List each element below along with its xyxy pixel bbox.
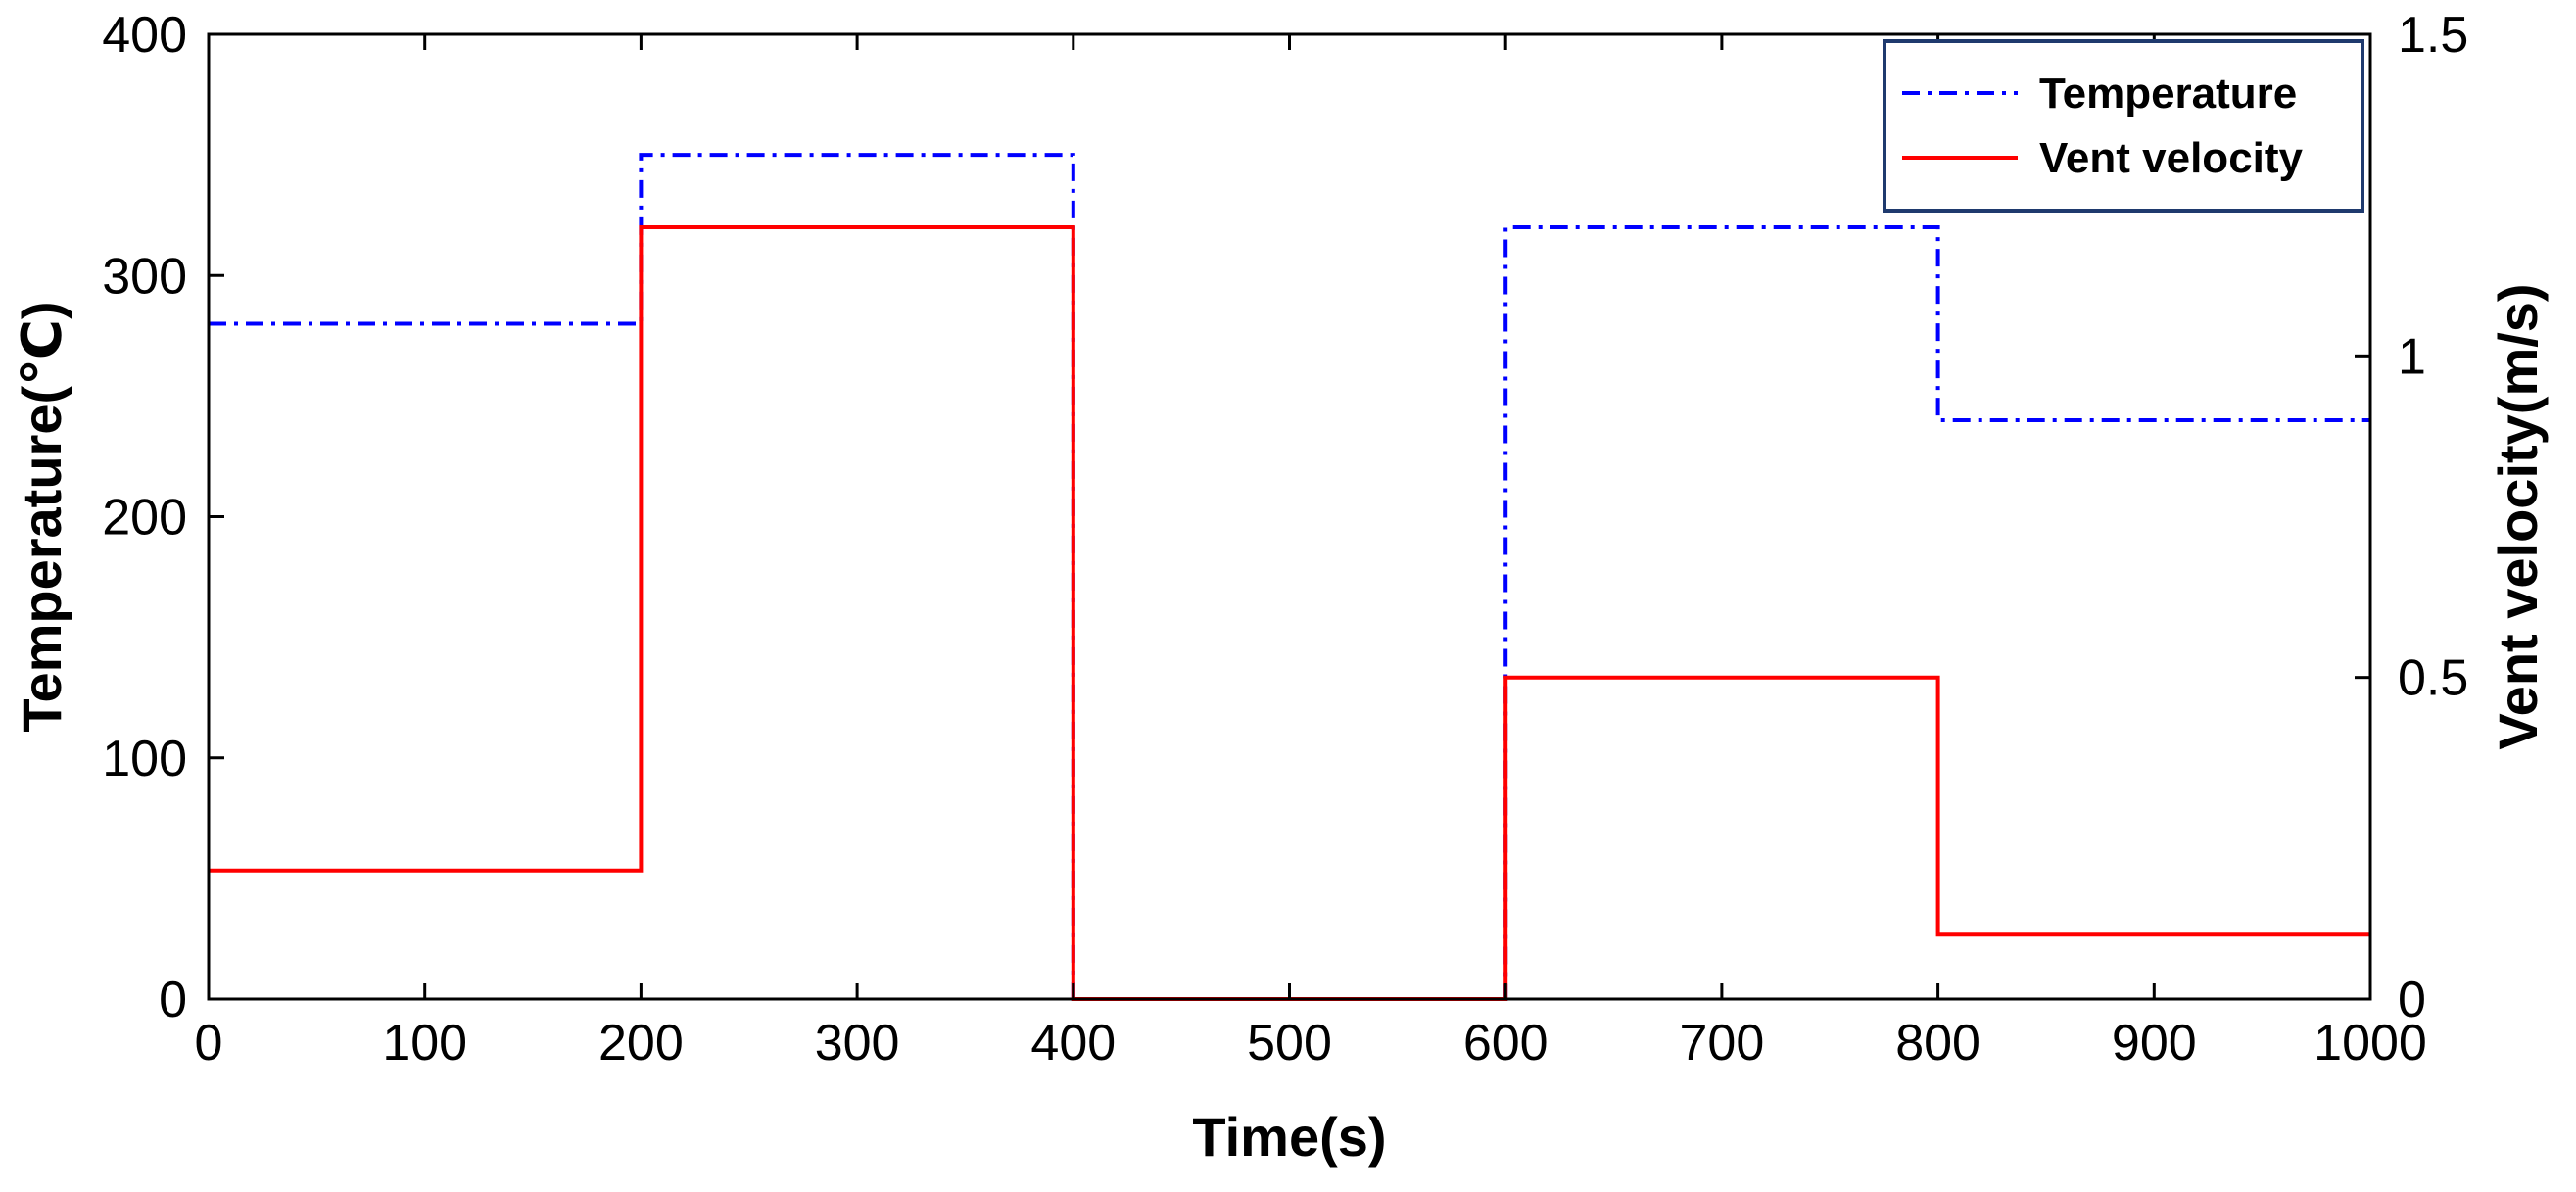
x-tick-label: 400 (1030, 1015, 1116, 1072)
y-right-tick-label: 1 (2398, 328, 2426, 385)
legend-label-vent-velocity: Vent velocity (2039, 134, 2304, 182)
legend-box (1883, 39, 2364, 213)
x-axis-title: Time(s) (1192, 1106, 1386, 1168)
x-tick-label: 200 (598, 1015, 684, 1072)
y-left-tick-label: 400 (102, 7, 187, 64)
y-right-tick-label: 1.5 (2398, 7, 2468, 64)
x-tick-label: 600 (1463, 1015, 1549, 1072)
y-right-tick-label: 0.5 (2398, 650, 2468, 707)
legend: Temperature Vent velocity (1883, 39, 2364, 213)
ticks-layer: 0 100 200 300 400 500 600 700 800 900 100001002003… (102, 7, 2468, 1072)
x-tick-label: 900 (2112, 1015, 2197, 1072)
x-tick-label: 100 (382, 1015, 467, 1072)
x-tick-label: 700 (1680, 1015, 1765, 1072)
x-tick-label: 500 (1247, 1015, 1332, 1072)
x-tick-label: 800 (1895, 1015, 1980, 1072)
series-layer (209, 153, 2370, 1001)
x-tick-label: 300 (815, 1015, 900, 1072)
y-left-tick-label: 300 (102, 248, 187, 305)
series-line-temperature (209, 153, 2370, 1001)
y-left-tick-label: 100 (102, 731, 187, 787)
series-line-vent-velocity (209, 225, 2370, 1001)
y-axis-right-title: Vent velocity(m/s) (2487, 283, 2549, 749)
y-right-tick-label: 0 (2398, 972, 2426, 1028)
legend-label-temperature: Temperature (2039, 70, 2297, 118)
y-left-tick-label: 0 (159, 972, 187, 1028)
x-tick-label: 1000 (2314, 1015, 2427, 1072)
y-axis-left-title: Temperature(℃) (11, 301, 72, 732)
x-tick-label: 0 (195, 1015, 223, 1072)
y-left-tick-label: 200 (102, 490, 187, 547)
